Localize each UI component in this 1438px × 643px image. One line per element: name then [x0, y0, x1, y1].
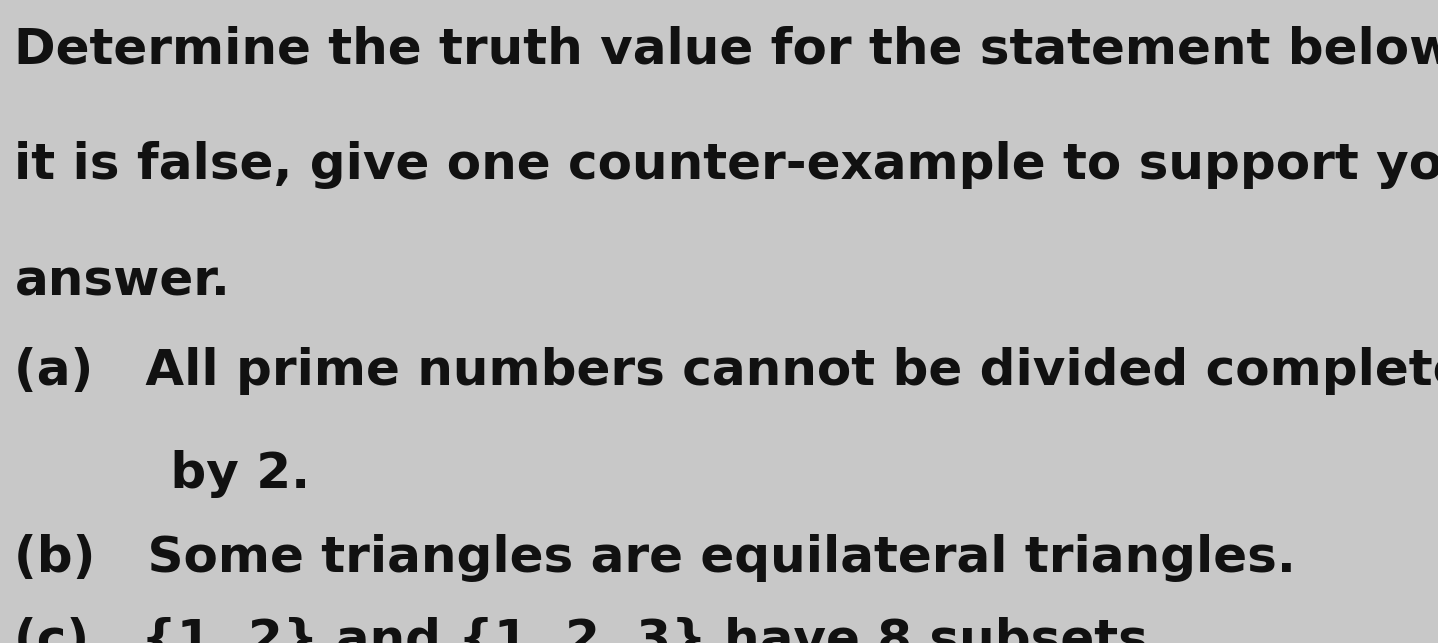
- Text: it is false, give one counter-example to support your: it is false, give one counter-example to…: [14, 141, 1438, 190]
- Text: (c)   {1, 2} and {1, 2, 3} have 8 subsets.: (c) {1, 2} and {1, 2, 3} have 8 subsets.: [14, 617, 1168, 643]
- Text: by 2.: by 2.: [14, 450, 311, 498]
- Text: answer.: answer.: [14, 257, 230, 305]
- Text: Determine the truth value for the statement below. If: Determine the truth value for the statem…: [14, 26, 1438, 74]
- Text: (a)   All prime numbers cannot be divided completely: (a) All prime numbers cannot be divided …: [14, 347, 1438, 395]
- Text: (b)   Some triangles are equilateral triangles.: (b) Some triangles are equilateral trian…: [14, 534, 1296, 582]
